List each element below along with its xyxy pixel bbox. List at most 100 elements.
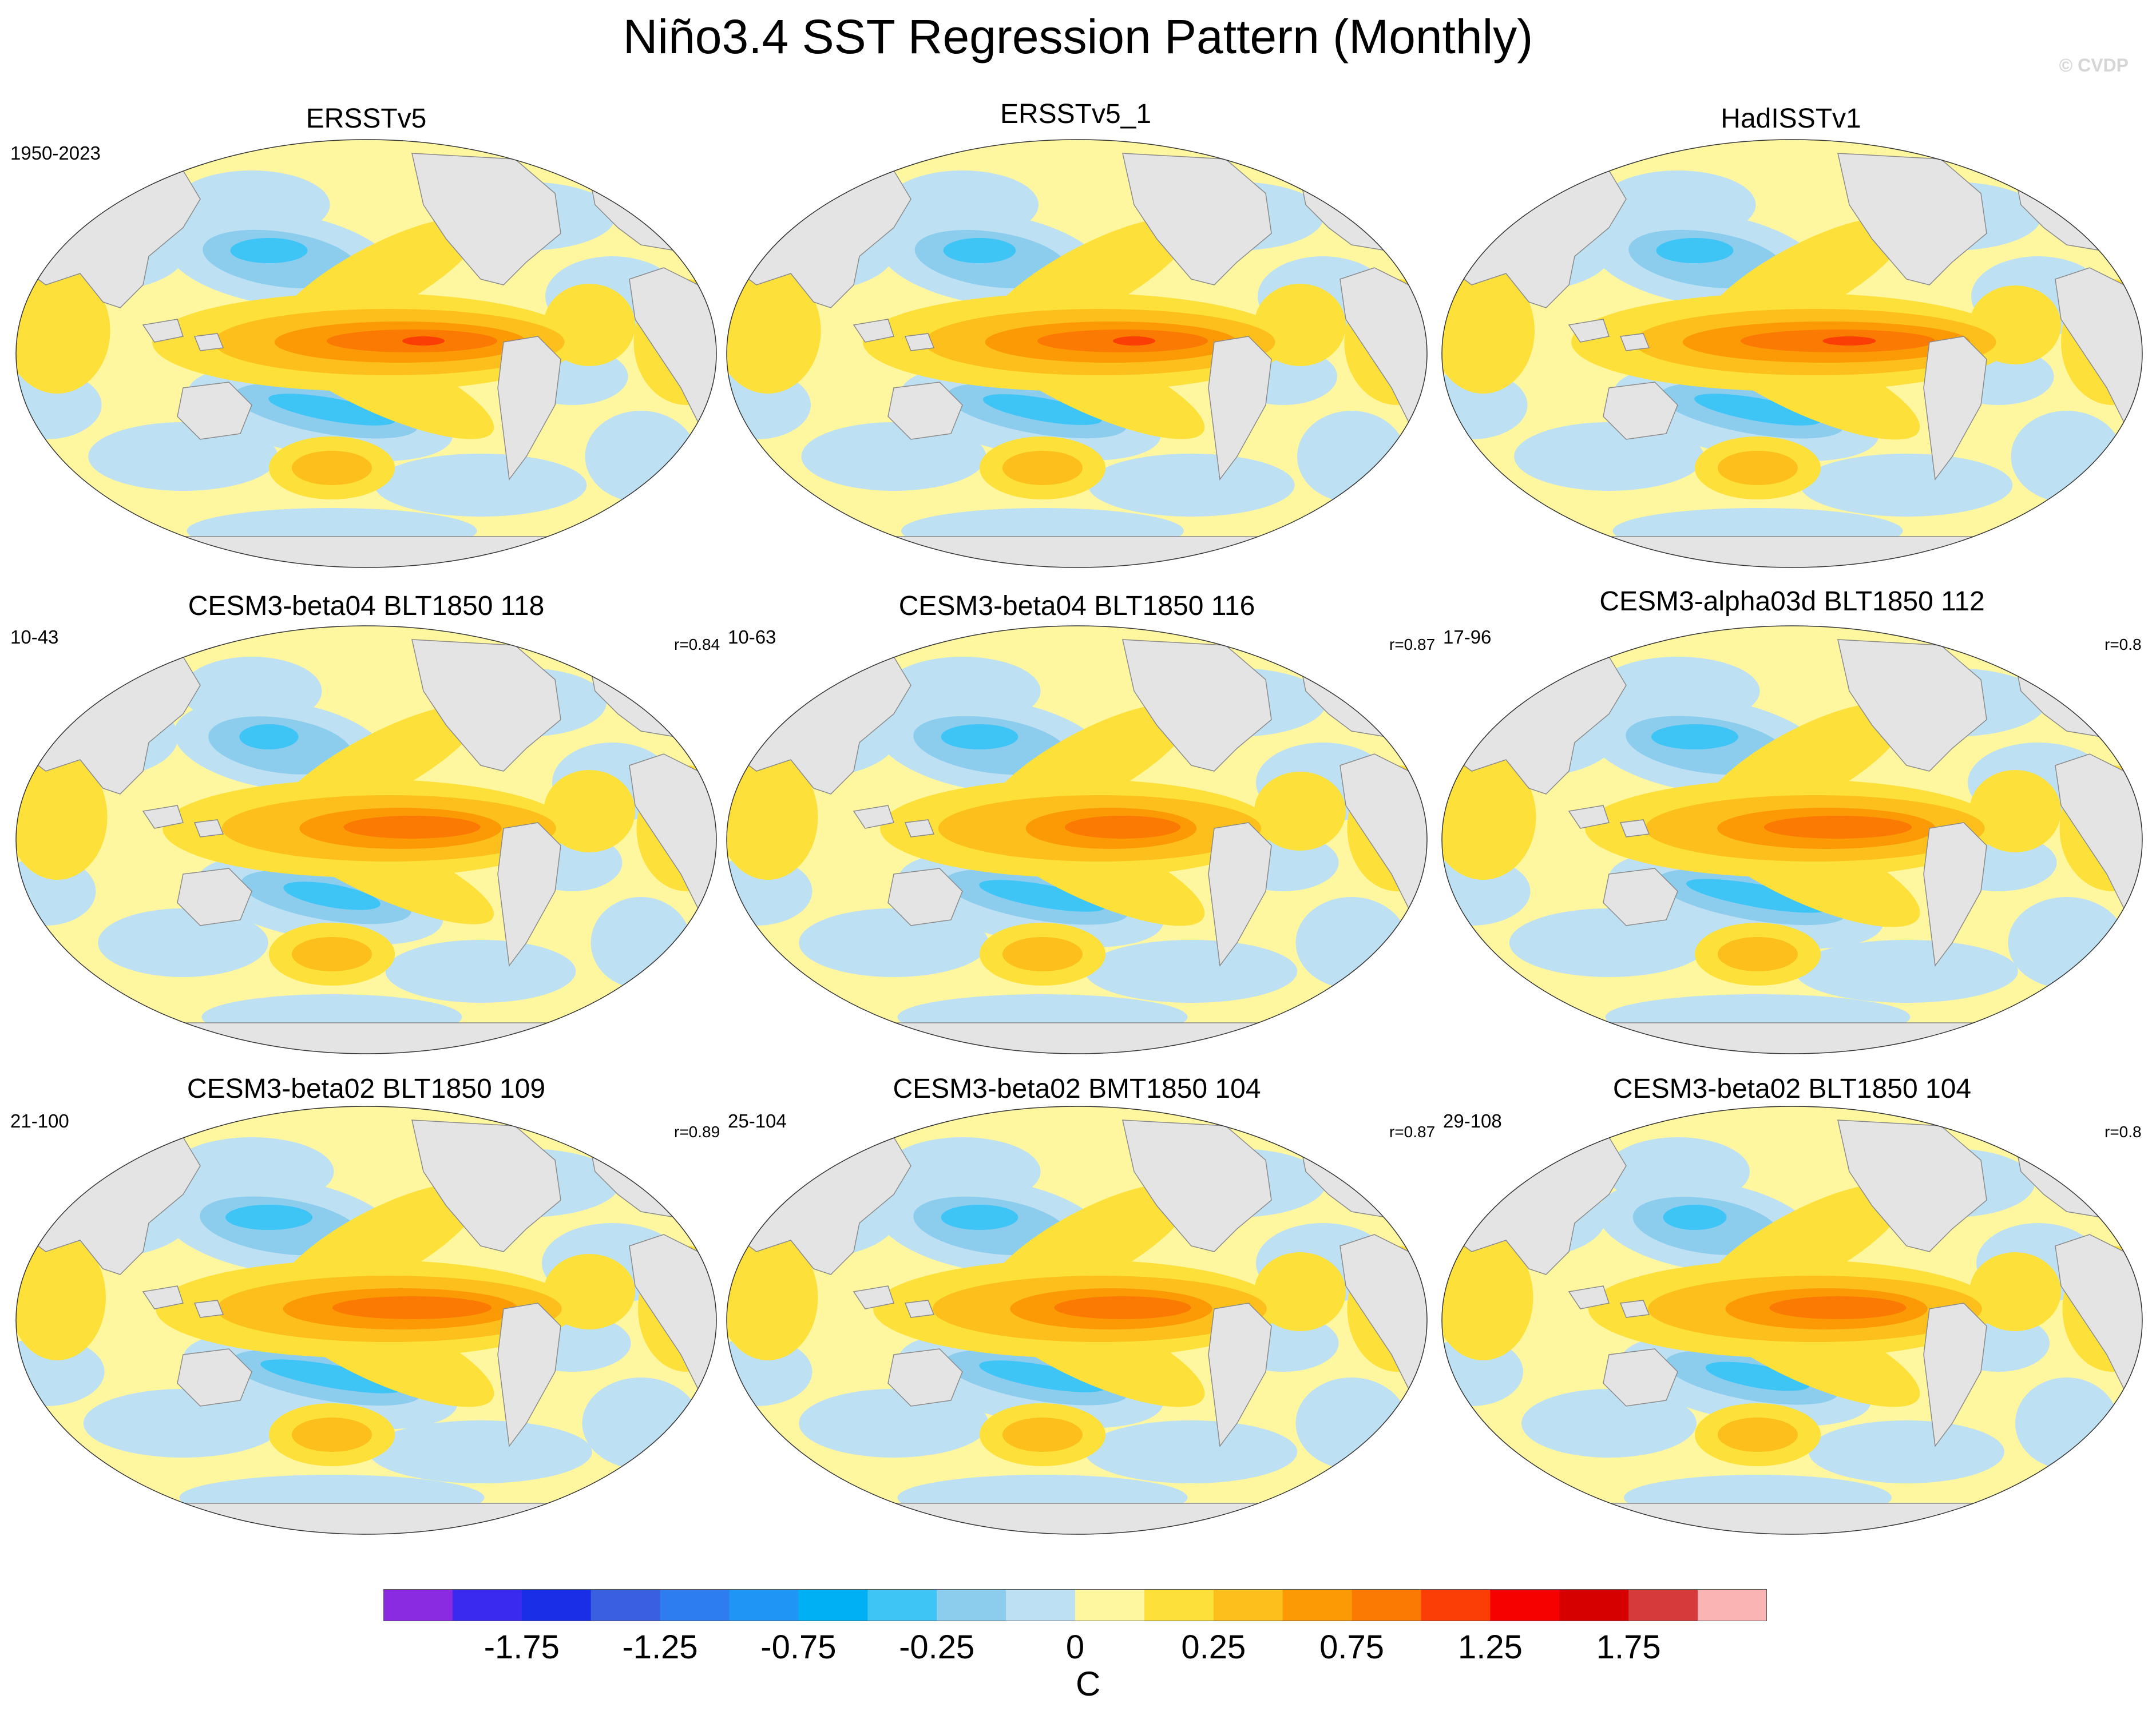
land-mass	[16, 1503, 716, 1534]
land-mass	[1619, 819, 1650, 837]
land-mass	[904, 819, 935, 837]
land-mass	[727, 1503, 1427, 1534]
colorbar-tick-label: 1.75	[1596, 1629, 1661, 1666]
colorbar-segment	[1352, 1589, 1421, 1621]
land-mass	[142, 319, 184, 343]
land-mass	[887, 868, 963, 926]
colorbar-segment	[798, 1589, 868, 1621]
land-mass	[177, 1348, 252, 1407]
panel-years-6: 17-96	[1443, 626, 1492, 648]
land-mass	[411, 153, 561, 285]
land-mass	[887, 382, 963, 440]
land-mass	[1208, 822, 1272, 967]
colorbar	[383, 1589, 1767, 1621]
map-panel-7	[15, 1106, 717, 1535]
land-mass	[497, 1303, 561, 1447]
land-mass	[193, 333, 224, 351]
panel-corr-6: r=0.8	[2105, 636, 2142, 653]
land-mass	[1122, 1120, 1272, 1252]
colorbar-segment	[1628, 1589, 1698, 1621]
land-mass	[16, 536, 716, 567]
colorbar-segment	[729, 1589, 799, 1621]
land-mass	[1442, 1022, 2142, 1054]
watermark: © CVDP	[2059, 55, 2129, 76]
land-mass	[1923, 822, 1987, 967]
land-mass	[1568, 1285, 1610, 1309]
colorbar-segment	[660, 1589, 730, 1621]
map-outline	[1441, 1106, 2143, 1535]
map-panel-5	[726, 625, 1428, 1054]
land-mass	[1122, 639, 1272, 772]
land-mass	[1568, 805, 1610, 829]
land-mass	[1208, 336, 1272, 481]
land-mass	[853, 319, 894, 343]
colorbar-tick-label: -1.25	[622, 1629, 698, 1666]
land-mass	[1837, 639, 1987, 772]
map-outline	[726, 139, 1428, 568]
map-panel-3	[1441, 139, 2143, 568]
panel-title-4: CESM3-beta04 BLT1850 118	[188, 591, 545, 621]
panel-years-1: 1950-2023	[10, 142, 101, 164]
land-mass	[727, 1022, 1427, 1054]
panel-corr-5: r=0.87	[1389, 636, 1436, 653]
land-mass	[1837, 1120, 1987, 1252]
land-mass	[904, 333, 935, 351]
colorbar-segment	[1075, 1589, 1145, 1621]
colorbar-segment	[937, 1589, 1006, 1621]
colorbar-segment	[1698, 1589, 1767, 1621]
colorbar-segment	[1490, 1589, 1560, 1621]
colorbar-tick-label: -0.75	[760, 1629, 837, 1666]
colorbar-tick-label: -1.75	[483, 1629, 560, 1666]
colorbar-tick-label: 0	[1065, 1629, 1085, 1666]
land-mass	[1619, 333, 1650, 351]
map-outline	[1441, 139, 2143, 568]
land-mass	[411, 1120, 561, 1252]
colorbar-segment	[1282, 1589, 1353, 1621]
panel-years-4: 10-43	[10, 626, 59, 648]
colorbar-segment	[1006, 1589, 1076, 1621]
land-mass	[1837, 153, 1987, 285]
land-mass	[411, 639, 561, 772]
figure-title: Niño3.4 SST Regression Pattern (Monthly)	[623, 10, 1533, 63]
land-mass	[1603, 382, 1678, 440]
colorbar-segment	[1421, 1589, 1491, 1621]
land-mass	[727, 536, 1427, 567]
land-mass	[853, 1285, 894, 1309]
land-mass	[142, 805, 184, 829]
panel-corr-9: r=0.8	[2105, 1123, 2142, 1141]
land-mass	[193, 1300, 224, 1318]
land-mass	[853, 805, 894, 829]
colorbar-segment	[1213, 1589, 1283, 1621]
panel-corr-8: r=0.87	[1389, 1123, 1436, 1141]
land-mass	[887, 1348, 963, 1407]
map-panel-9	[1441, 1106, 2143, 1535]
colorbar-tick-label: -0.25	[899, 1629, 975, 1666]
panel-years-5: 10-63	[728, 626, 776, 648]
map-outline	[1441, 625, 2143, 1054]
land-mass	[1442, 536, 2142, 567]
land-mass	[904, 1300, 935, 1318]
land-mass	[1442, 1503, 2142, 1534]
land-mass	[1619, 1300, 1650, 1318]
land-mass	[193, 819, 224, 837]
land-mass	[1208, 1303, 1272, 1447]
panel-title-7: CESM3-beta02 BLT1850 109	[187, 1074, 546, 1104]
colorbar-tick-label: 1.25	[1457, 1629, 1523, 1666]
map-panel-1	[15, 139, 717, 568]
panel-title-2: ERSSTv5_1	[1000, 99, 1152, 129]
land-mass	[1603, 868, 1678, 926]
colorbar-segment	[590, 1589, 661, 1621]
panel-corr-4: r=0.84	[674, 636, 720, 653]
land-mass	[1568, 319, 1610, 343]
land-mass	[16, 1022, 716, 1054]
map-outline	[15, 1106, 717, 1535]
land-mass	[1923, 336, 1987, 481]
panel-corr-7: r=0.89	[674, 1123, 720, 1141]
map-panel-4	[15, 625, 717, 1054]
land-mass	[142, 1285, 184, 1309]
land-mass	[497, 336, 561, 481]
colorbar-segment	[521, 1589, 592, 1621]
map-outline	[726, 1106, 1428, 1535]
land-mass	[177, 868, 252, 926]
panel-title-3: HadISSTv1	[1721, 104, 1861, 134]
